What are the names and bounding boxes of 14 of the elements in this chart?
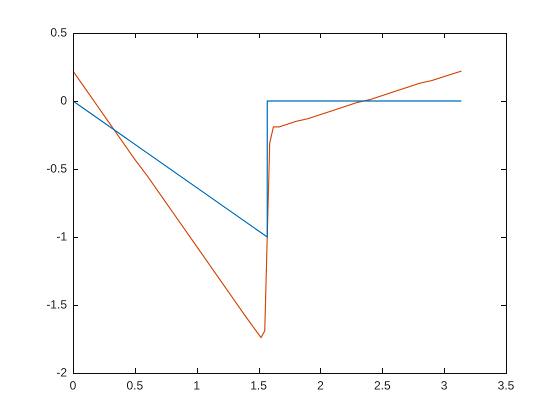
y-tick-label: -1 bbox=[56, 229, 68, 244]
y-tick-label: -1.5 bbox=[46, 297, 68, 312]
x-tick-label: 2.5 bbox=[374, 378, 391, 393]
y-tick-label: 0 bbox=[60, 93, 68, 108]
x-tick-label: 1.5 bbox=[250, 378, 268, 393]
y-tick-label: -0.5 bbox=[46, 161, 68, 176]
y-tick-label: 0.5 bbox=[50, 25, 68, 40]
x-tick-label: 0 bbox=[70, 378, 77, 393]
x-tick-label: 2 bbox=[317, 378, 324, 393]
x-tick-label: 3 bbox=[440, 378, 448, 393]
y-tick-label: -2 bbox=[56, 365, 68, 380]
x-tick-label: 0.5 bbox=[126, 378, 144, 393]
x-tick-label: 1 bbox=[193, 378, 200, 393]
x-tick-label: 3.5 bbox=[498, 378, 515, 393]
